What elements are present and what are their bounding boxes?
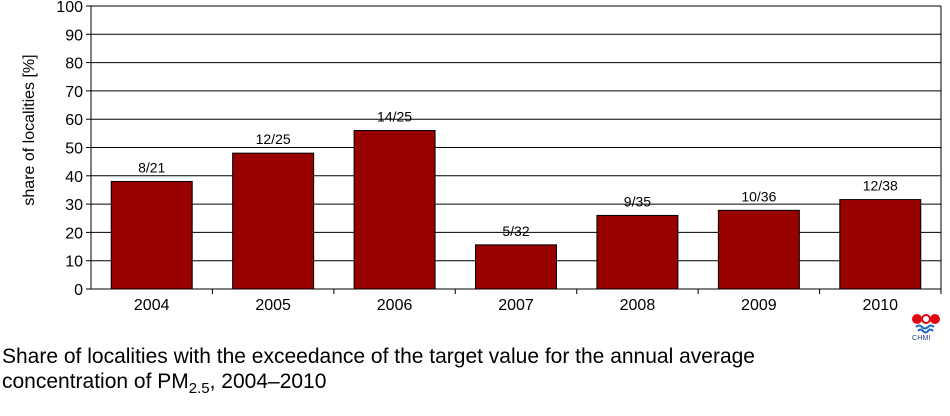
y-tick-label-90: 90: [65, 27, 83, 44]
y-tick-label-50: 50: [65, 141, 83, 158]
labels-layer: 8/21 12/25 14/25 5/32 9/35 10/36 12/38: [138, 109, 898, 239]
bar-2005: [232, 152, 315, 290]
x-tick-label-2009: 2009: [741, 297, 777, 314]
y-tick-label-70: 70: [65, 84, 83, 101]
x-tick-label-2010: 2010: [862, 297, 898, 314]
caption-line-2-prefix: concentration of PM: [2, 370, 189, 393]
logo-wave-2: [917, 328, 934, 334]
logo-left-dot: [912, 314, 922, 324]
data-label-2006: 14/25: [377, 109, 412, 125]
x-tick-label-2005: 2005: [255, 297, 291, 314]
bars-layer: [110, 130, 922, 290]
bar-2009: [717, 209, 800, 290]
figure-caption: Share of localities with the exceedance …: [2, 344, 942, 397]
x-tick-label-2008: 2008: [620, 297, 656, 314]
caption-subscript: 2.5: [188, 380, 210, 397]
y-tick-label-40: 40: [65, 169, 83, 186]
caption-line-2-suffix: , 2004–2010: [209, 370, 327, 393]
logo-right-dot: [930, 314, 940, 324]
chmi-logo-icon: [912, 314, 940, 334]
logo-center-ring: [921, 314, 931, 324]
bar-2010: [839, 199, 922, 290]
logo-text: CHMI: [912, 335, 931, 342]
data-label-2007: 5/32: [502, 223, 529, 239]
x-tick-label-2004: 2004: [134, 297, 170, 314]
data-label-2008: 9/35: [624, 193, 651, 209]
y-tick-label-20: 20: [65, 225, 83, 242]
bar-2004: [110, 180, 193, 290]
caption-line-2: concentration of PM2.5, 2004–2010: [2, 369, 942, 397]
y-tick-label-10: 10: [65, 254, 83, 271]
x-tick-label-2006: 2006: [377, 297, 413, 314]
bar-2006: [353, 130, 436, 290]
y-tick-label-100: 100: [56, 0, 83, 16]
y-tick-label-0: 0: [74, 282, 83, 299]
y-tick-label-80: 80: [65, 56, 83, 73]
caption-line-1: Share of localities with the exceedance …: [2, 345, 755, 368]
y-tick-label-60: 60: [65, 112, 83, 129]
axis-layer: 0 10 20 30 40 50 60 70 80 90 100 2004 2005 2006 2007 20…: [56, 0, 942, 314]
data-label-2005: 12/25: [256, 131, 291, 147]
bar-2007: [475, 244, 557, 290]
bar-chart: 8/21 12/25 14/25 5/32 9/35 10/36 12/38 0 10 20 30…: [21, 0, 942, 314]
y-axis-label: share of localities [%]: [21, 54, 38, 205]
data-label-2004: 8/21: [138, 159, 165, 175]
data-label-2010: 12/38: [863, 178, 898, 194]
logo-wave-1: [915, 324, 935, 330]
bar-2008: [596, 214, 679, 290]
x-tick-label-2007: 2007: [498, 297, 534, 314]
data-label-2009: 10/36: [741, 188, 776, 204]
y-tick-label-30: 30: [65, 197, 83, 214]
